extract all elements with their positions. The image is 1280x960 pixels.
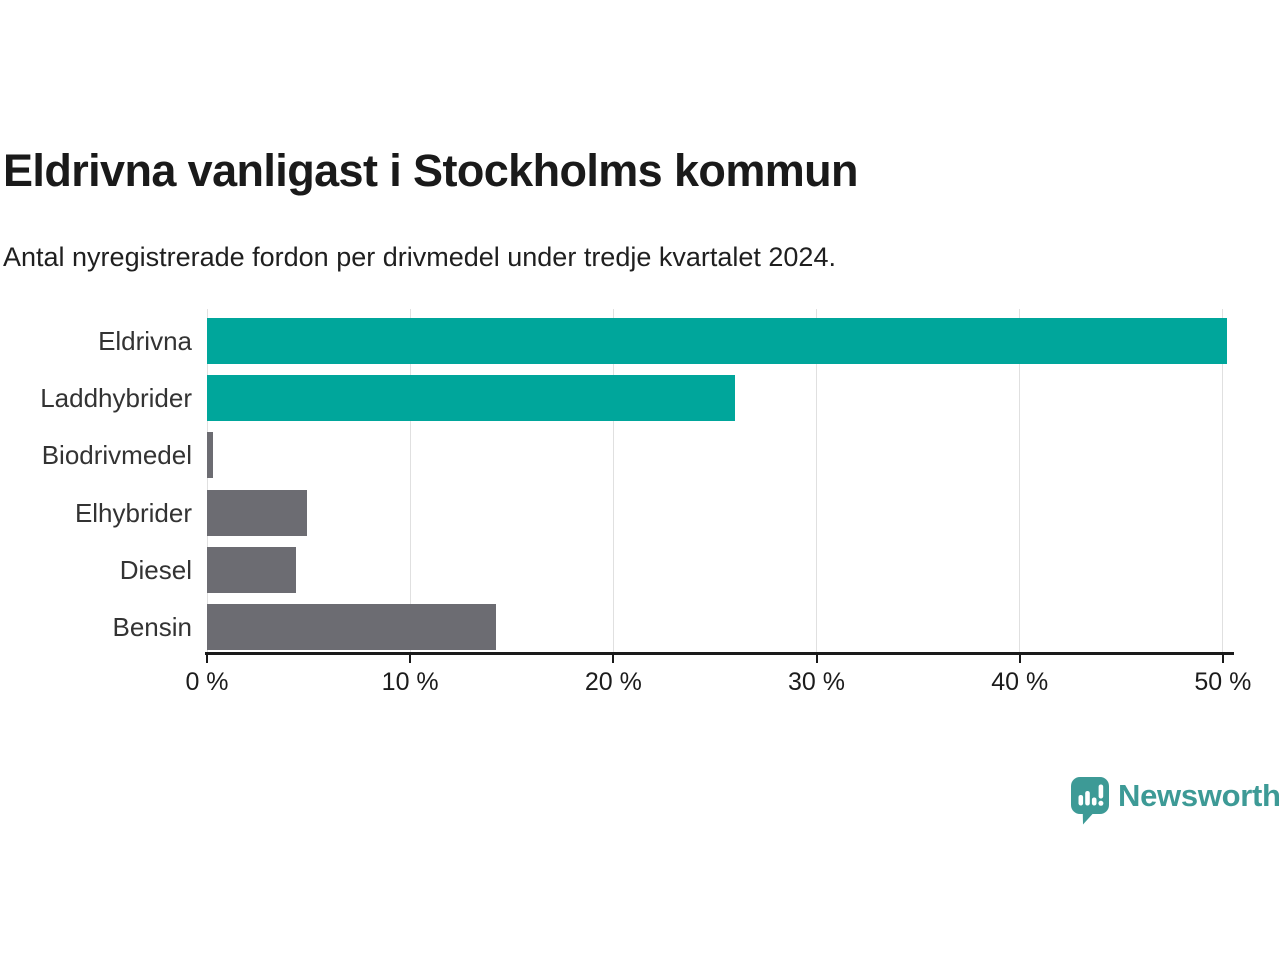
chart-subtitle: Antal nyregistrerade fordon per drivmede… bbox=[3, 242, 836, 272]
category-label-bensin: Bensin bbox=[112, 612, 193, 643]
gridline-20 bbox=[612, 309, 614, 653]
x-tick-label-30: 30 % bbox=[788, 668, 846, 696]
x-tick-label-10: 10 % bbox=[381, 668, 439, 696]
x-tick-label-40: 40 % bbox=[991, 668, 1049, 696]
plot-area bbox=[206, 309, 1231, 653]
bar-biodrivmedel bbox=[207, 432, 214, 479]
gridline-50 bbox=[1222, 309, 1224, 653]
x-tick-label-50: 50 % bbox=[1194, 668, 1252, 696]
category-label-elhybrider: Elhybrider bbox=[74, 497, 192, 528]
bar-diesel bbox=[207, 547, 297, 593]
newsworthy-logo: Newsworthy bbox=[1071, 774, 1280, 825]
bar-bensin bbox=[207, 604, 496, 651]
category-label-laddhybrider: Laddhybrider bbox=[40, 383, 192, 413]
x-axis-line bbox=[205, 652, 1234, 655]
chart-title: Eldrivna vanligast i Stockholms kommun bbox=[3, 145, 859, 196]
x-tick-40 bbox=[1018, 655, 1021, 663]
x-tick-label-0: 0 % bbox=[185, 668, 229, 696]
newsworthy-wordmark: Newsworthy bbox=[1118, 778, 1280, 813]
gridline-30 bbox=[816, 309, 818, 653]
gridline-40 bbox=[1019, 309, 1021, 653]
newsworthy-bubble-chart-icon bbox=[1071, 777, 1109, 830]
x-axis: 0 % 10 % 20 % 30 % 40 % 50 % bbox=[185, 652, 1251, 712]
category-axis: Eldrivna Laddhybrider Biodrivmedel Elhybrid… bbox=[0, 309, 192, 653]
category-label-diesel: Diesel bbox=[119, 555, 192, 585]
x-tick-30 bbox=[815, 655, 818, 663]
x-tick-label-20: 20 % bbox=[584, 668, 642, 696]
category-label-biodrivmedel: Biodrivmedel bbox=[41, 440, 192, 471]
x-tick-0 bbox=[206, 655, 208, 663]
bar-eldrivna bbox=[207, 317, 1227, 364]
x-tick-20 bbox=[612, 655, 615, 663]
x-tick-10 bbox=[409, 655, 412, 663]
bar-laddhybrider bbox=[207, 375, 736, 421]
bar-elhybrider bbox=[207, 489, 307, 536]
category-label-eldrivna: Eldrivna bbox=[98, 325, 192, 356]
gridline-10 bbox=[409, 309, 411, 653]
gridline-0 bbox=[206, 309, 208, 653]
x-tick-50 bbox=[1221, 655, 1224, 663]
